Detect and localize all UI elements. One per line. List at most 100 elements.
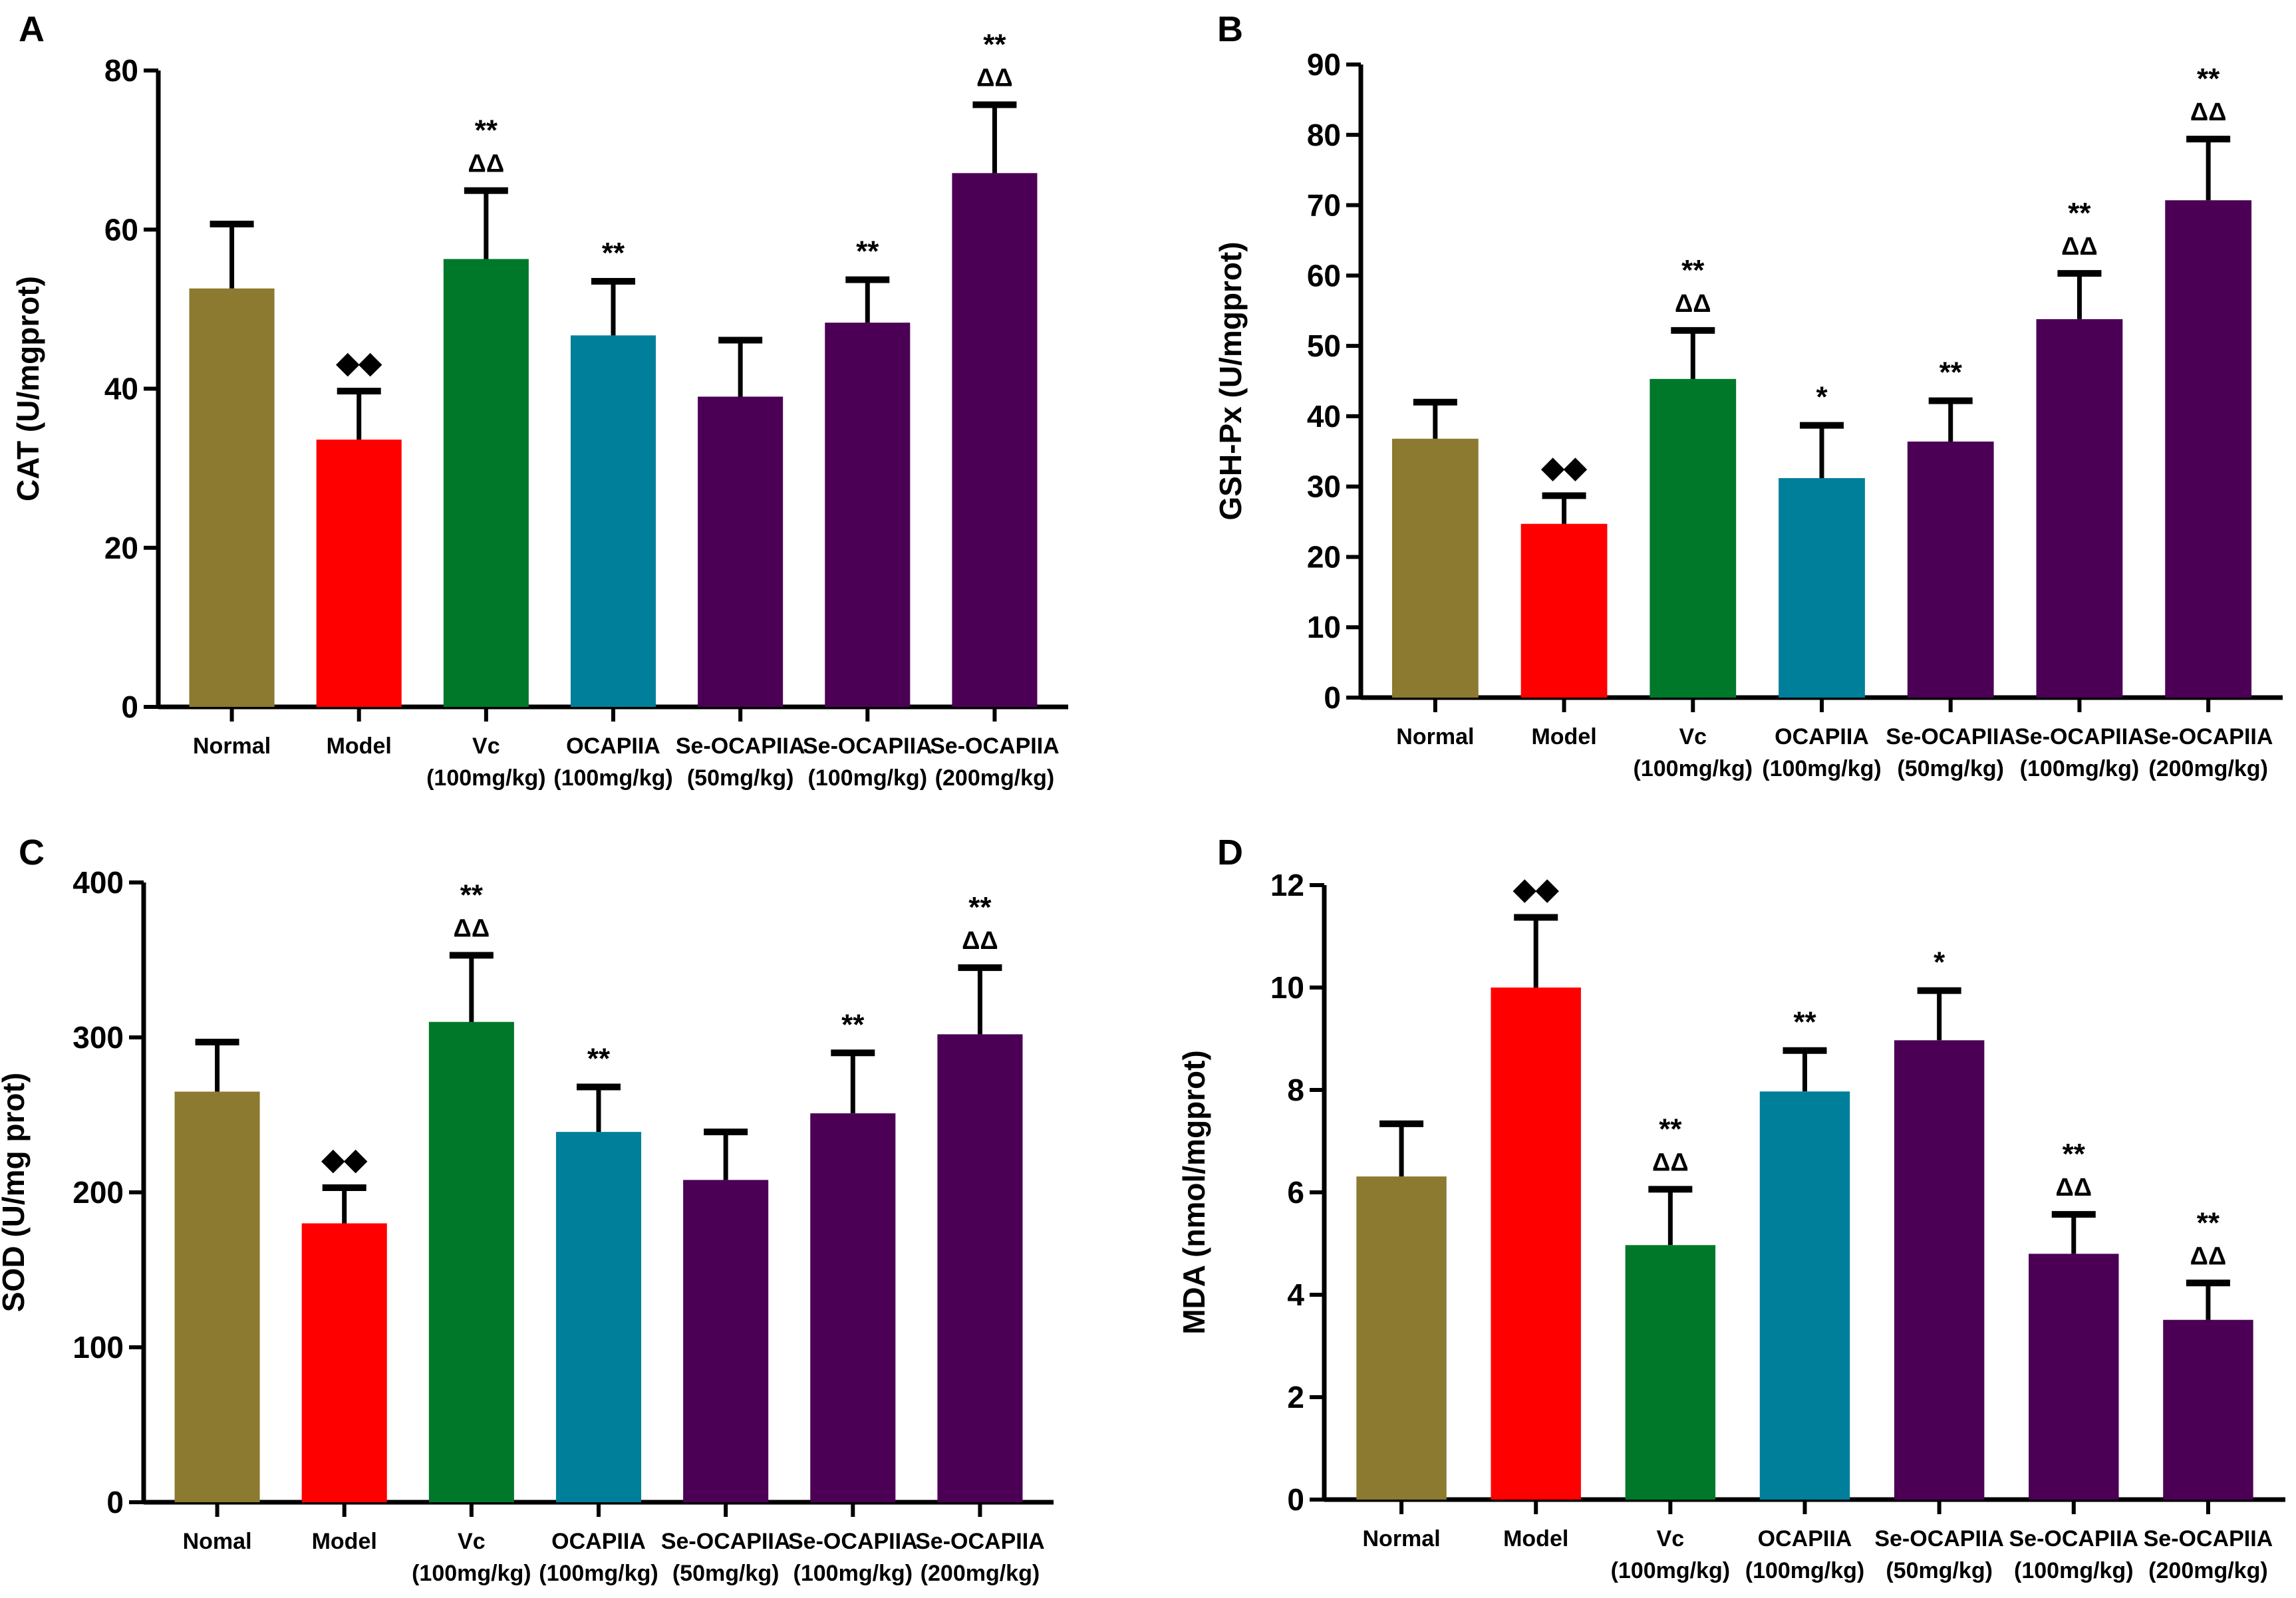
significance-marker: ** xyxy=(1793,1006,1816,1039)
y-tick-label: 12 xyxy=(1270,868,1304,902)
significance-marker: ΔΔ xyxy=(2055,1174,2092,1202)
x-tick-label: OCAPIIA xyxy=(551,1529,646,1554)
significance-marker: ΔΔ xyxy=(468,150,505,178)
bar xyxy=(683,1180,769,1502)
significance-marker: ◆◆ xyxy=(321,1143,368,1176)
x-tick-label: Model xyxy=(1503,1526,1568,1551)
panel-C: C 0 100 200 300 400 SOD (U/mg prot) Nomal Model ◆… xyxy=(0,833,1054,1586)
x-tick-label: (200mg/kg) xyxy=(921,1561,1040,1586)
bar xyxy=(555,1132,642,1502)
y-tick-label: 100 xyxy=(72,1330,124,1365)
y-tick-label: 6 xyxy=(1287,1175,1304,1210)
x-tick-label: OCAPIIA xyxy=(1775,724,1869,749)
y-axis-label: CAT (U/mgprot) xyxy=(11,276,45,501)
x-tick-label: Normal xyxy=(1363,1526,1441,1551)
significance-marker: ** xyxy=(602,237,625,269)
significance-marker: ** xyxy=(1659,1113,1682,1145)
x-tick-label: (100mg/kg) xyxy=(539,1561,658,1586)
x-tick-label: (50mg/kg) xyxy=(687,765,794,791)
significance-marker: ** xyxy=(1681,254,1705,287)
panel-label: C xyxy=(19,833,45,872)
y-tick-label: 20 xyxy=(1307,539,1341,574)
x-tick-label: (200mg/kg) xyxy=(935,765,1055,791)
x-tick-label: Normal xyxy=(193,733,271,759)
y-tick-label: 4 xyxy=(1287,1277,1304,1312)
significance-marker: ΔΔ xyxy=(962,927,998,955)
panel-label: B xyxy=(1217,9,1243,49)
bar xyxy=(1894,1040,1985,1500)
x-tick-label: Se-OCAPIIA xyxy=(930,733,1060,759)
bar xyxy=(316,440,402,707)
x-tick-label: Se-OCAPIIA xyxy=(803,733,933,759)
significance-marker: ** xyxy=(475,114,498,147)
x-tick-label: (100mg/kg) xyxy=(1762,756,1882,781)
x-tick-label: Se-OCAPIIA xyxy=(676,733,805,759)
x-tick-label: Nomal xyxy=(183,1529,252,1554)
x-tick-label: Se-OCAPIIA xyxy=(1886,724,2015,749)
bar xyxy=(301,1223,387,1502)
panel-D: D 0 2 4 6 8 10 12 MDA (nmol/mgprot) Normal Model ◆◆… xyxy=(1177,833,2285,1583)
bar xyxy=(825,323,911,707)
x-tick-label: Se-OCAPIIA xyxy=(2009,1526,2138,1551)
x-tick-label: Normal xyxy=(1396,724,1474,749)
bar xyxy=(937,1034,1023,1502)
panel-label: D xyxy=(1217,833,1243,872)
x-tick-label: Se-OCAPIIA xyxy=(915,1529,1045,1554)
significance-marker: ◆◆ xyxy=(336,346,382,379)
x-tick-label: Vc xyxy=(458,1529,486,1554)
x-tick-label: Se-OCAPIIA xyxy=(2144,724,2273,749)
y-tick-label: 20 xyxy=(104,531,138,565)
y-tick-label: 0 xyxy=(1287,1482,1304,1517)
x-tick-label: Se-OCAPIIA xyxy=(1874,1526,2004,1551)
x-tick-label: (100mg/kg) xyxy=(808,765,928,791)
x-tick-label: (50mg/kg) xyxy=(1897,756,2004,781)
significance-marker: ◆◆ xyxy=(1541,451,1588,483)
significance-marker: ΔΔ xyxy=(454,915,490,943)
bar xyxy=(698,396,784,707)
bar xyxy=(189,288,275,708)
bar xyxy=(2029,1254,2119,1500)
bar xyxy=(1759,1091,1850,1500)
x-tick-label: Se-OCAPIIA xyxy=(788,1529,918,1554)
bar xyxy=(1356,1176,1447,1500)
significance-marker: ΔΔ xyxy=(1652,1148,1689,1176)
y-tick-label: 60 xyxy=(104,212,138,247)
y-axis-label: GSH-Px (U/mgprot) xyxy=(1213,241,1248,520)
bar xyxy=(810,1113,896,1502)
panel-label: A xyxy=(19,9,45,49)
x-tick-label: (100mg/kg) xyxy=(2014,1558,2134,1583)
bar xyxy=(1650,378,1737,698)
y-tick-label: 10 xyxy=(1270,970,1304,1005)
x-tick-label: (100mg/kg) xyxy=(793,1561,913,1586)
x-tick-label: (100mg/kg) xyxy=(553,765,673,791)
significance-marker: ** xyxy=(1939,356,1963,389)
x-tick-label: Model xyxy=(1531,724,1596,749)
bar xyxy=(2036,319,2123,698)
x-tick-label: (200mg/kg) xyxy=(2148,1558,2268,1583)
x-tick-label: (100mg/kg) xyxy=(412,1561,531,1586)
bar xyxy=(2163,1319,2253,1500)
y-tick-label: 40 xyxy=(104,372,138,406)
bar xyxy=(1907,441,1994,698)
significance-marker: ΔΔ xyxy=(2061,233,2098,261)
y-tick-label: 80 xyxy=(1307,118,1341,152)
x-tick-label: (50mg/kg) xyxy=(672,1561,780,1586)
y-tick-label: 50 xyxy=(1307,329,1341,363)
bar xyxy=(1625,1245,1716,1500)
y-tick-label: 8 xyxy=(1287,1073,1304,1107)
y-tick-label: 80 xyxy=(104,53,138,88)
significance-marker: ΔΔ xyxy=(1675,290,1711,318)
significance-marker: ◆◆ xyxy=(1512,873,1559,906)
y-tick-label: 30 xyxy=(1307,469,1341,504)
y-tick-label: 0 xyxy=(121,690,138,724)
x-tick-label: OCAPIIA xyxy=(1758,1526,1852,1551)
bar xyxy=(428,1021,514,1502)
x-tick-label: Model xyxy=(312,1529,377,1554)
significance-marker: * xyxy=(1934,946,1945,979)
y-tick-label: 70 xyxy=(1307,188,1341,223)
bar xyxy=(443,259,529,708)
bar xyxy=(1391,438,1479,698)
panel-B: B 0 10 20 30 40 50 60 70 80 90 GSH-Px (U/mgprot) Nor… xyxy=(1213,9,2283,781)
x-tick-label: (100mg/kg) xyxy=(1634,756,1753,781)
